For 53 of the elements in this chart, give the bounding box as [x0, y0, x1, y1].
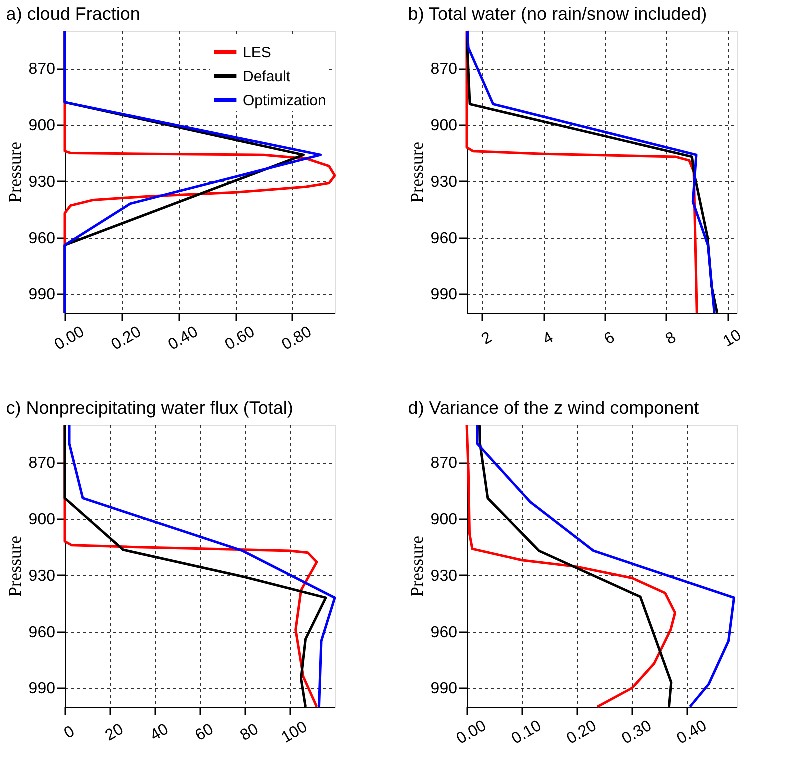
- y-tick-label: 930: [430, 568, 458, 585]
- x-tick-label: 0: [62, 723, 78, 742]
- x-tick-label: 40: [148, 721, 172, 745]
- y-tick-label: 900: [28, 118, 56, 134]
- y-tick-label: 900: [430, 512, 458, 528]
- chart-title: b) Total water (no rain/snow included): [408, 4, 708, 24]
- y-tick-label: 990: [28, 680, 56, 698]
- legend-label: Default: [243, 68, 292, 86]
- x-tick-label: 80: [238, 721, 262, 745]
- x-tick-label: 0.60: [222, 324, 258, 354]
- chart-title: c) Nonprecipitating water flux (Total): [6, 398, 294, 418]
- y-tick-label: 870: [430, 455, 458, 472]
- y-tick-label: 960: [430, 230, 458, 248]
- y-tick-label: 960: [430, 624, 458, 642]
- y-tick-label: 900: [430, 118, 458, 134]
- y-tick-label: 870: [28, 455, 56, 472]
- y-tick-label: 990: [28, 286, 56, 304]
- x-tick-label: 2: [478, 329, 496, 348]
- x-tick-label: 100: [278, 718, 311, 747]
- x-tick-label: 0.00: [454, 718, 490, 748]
- x-tick-label: 0.20: [108, 324, 144, 354]
- x-tick-label: 0.00: [52, 324, 88, 354]
- x-tick-label: 0.30: [619, 718, 655, 748]
- y-tick-label: 900: [28, 512, 56, 528]
- y-axis-title: Pressure: [4, 536, 25, 597]
- legend-label: LES: [243, 44, 272, 62]
- x-tick-label: 10: [720, 327, 745, 351]
- x-tick-label: 20: [102, 721, 127, 745]
- chart-title: a) cloud Fraction: [6, 4, 140, 24]
- y-tick-label: 930: [430, 174, 458, 191]
- y-axis-title: Pressure: [4, 142, 25, 203]
- y-axis-title: Pressure: [406, 536, 427, 597]
- x-tick-label: 60: [192, 721, 217, 745]
- y-tick-label: 990: [430, 286, 458, 304]
- chart-title: d) Variance of the z wind component: [408, 398, 700, 418]
- y-axis-title: Pressure: [406, 142, 427, 203]
- y-tick-label: 870: [28, 61, 56, 78]
- x-tick-label: 0.20: [564, 718, 600, 748]
- legend-label: Optimization: [243, 92, 326, 110]
- x-tick-label: 0.80: [279, 324, 315, 354]
- x-tick-label: 0.40: [166, 324, 202, 354]
- x-tick-label: 8: [663, 329, 680, 348]
- x-tick-label: 0.40: [674, 718, 710, 748]
- line-series: [476, 424, 736, 708]
- x-tick-label: 0.10: [509, 718, 545, 748]
- y-tick-label: 990: [430, 680, 458, 698]
- y-tick-label: 960: [28, 230, 56, 248]
- x-tick-label: 6: [602, 329, 618, 348]
- y-tick-label: 960: [28, 624, 56, 642]
- x-tick-label: 4: [540, 329, 557, 348]
- y-tick-label: 930: [28, 174, 56, 191]
- y-tick-label: 870: [430, 61, 458, 78]
- y-tick-label: 930: [28, 568, 56, 585]
